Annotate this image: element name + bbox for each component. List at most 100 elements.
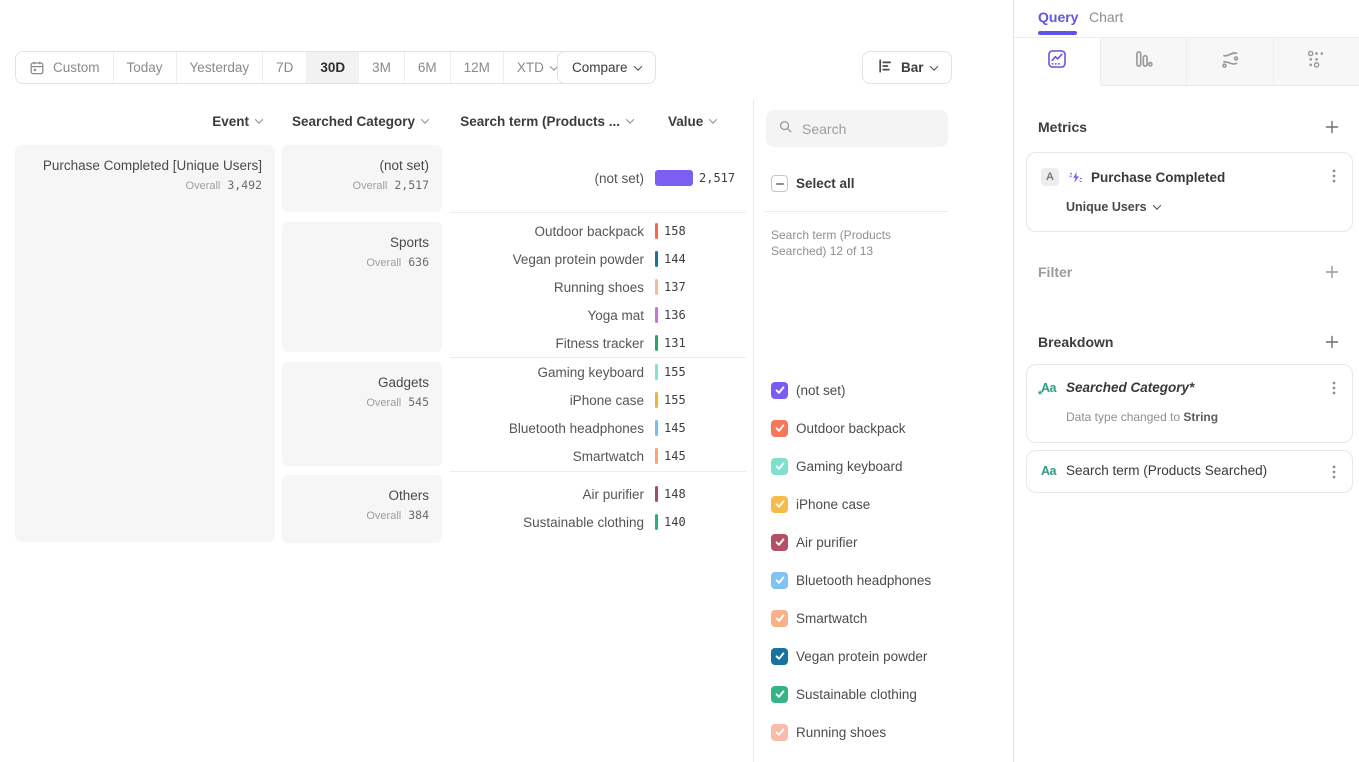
search-term-row[interactable]: Gaming keyboard 155 bbox=[450, 358, 746, 386]
segment-checkbox-item[interactable]: Sustainable clothing bbox=[771, 675, 931, 713]
search-term-row[interactable]: Outdoor backpack 158 bbox=[450, 217, 746, 245]
segment-checkbox-item[interactable]: Bluetooth headphones bbox=[771, 561, 931, 599]
segment-checkbox-item[interactable]: Running shoes bbox=[771, 713, 931, 751]
search-term-row[interactable]: Smartwatch 145 bbox=[450, 442, 746, 470]
segment-label: (not set) bbox=[796, 382, 846, 398]
date-range-xtd[interactable]: XTD bbox=[502, 52, 570, 83]
value-bar bbox=[655, 486, 658, 502]
tab-retention[interactable] bbox=[1273, 38, 1359, 86]
checkbox-checked[interactable] bbox=[771, 571, 788, 589]
term-label: Air purifier bbox=[582, 486, 644, 502]
segment-label: Running shoes bbox=[796, 724, 887, 740]
tab-chart[interactable]: Chart bbox=[1089, 9, 1124, 25]
breakdown-title: Searched Category* bbox=[1066, 380, 1195, 395]
term-value: 144 bbox=[664, 252, 686, 266]
term-value: 137 bbox=[664, 280, 686, 294]
value-bar bbox=[655, 364, 658, 380]
metric-options-kebab-icon[interactable] bbox=[1329, 168, 1339, 184]
category-name: (not set) bbox=[379, 158, 429, 173]
category-cell[interactable]: Others Overall 384 bbox=[282, 475, 442, 543]
checkbox-checked[interactable] bbox=[771, 723, 788, 741]
segment-group-label: Search term (Products Searched) 12 of 13 bbox=[771, 228, 892, 258]
measure-selector[interactable]: Unique Users bbox=[1066, 200, 1161, 214]
search-term-row[interactable]: iPhone case 155 bbox=[450, 386, 746, 414]
segment-checkbox-item[interactable]: Vegan protein powder bbox=[771, 637, 931, 675]
search-term-row[interactable]: Vegan protein powder 144 bbox=[450, 245, 746, 273]
checkbox-checked[interactable] bbox=[771, 495, 788, 513]
term-label: Sustainable clothing bbox=[523, 514, 644, 530]
checkbox-checked[interactable] bbox=[771, 419, 788, 437]
segment-checkbox-item[interactable]: Outdoor backpack bbox=[771, 409, 931, 447]
term-section: Gaming keyboard 155 iPhone case 155 Bluetoot… bbox=[450, 357, 746, 471]
date-range-3m[interactable]: 3M bbox=[358, 52, 404, 83]
date-range-yesterday[interactable]: Yesterday bbox=[175, 52, 263, 83]
value-bar bbox=[655, 514, 658, 530]
event-spark-icon bbox=[1068, 170, 1083, 185]
segment-checkbox-item[interactable]: Air purifier bbox=[771, 523, 931, 561]
segment-label: Bluetooth headphones bbox=[796, 572, 932, 588]
add-breakdown-button[interactable] bbox=[1324, 334, 1340, 350]
term-value: 136 bbox=[664, 308, 686, 322]
select-all-checkbox[interactable] bbox=[771, 175, 788, 192]
column-header-event[interactable]: Event bbox=[15, 111, 264, 131]
search-term-row[interactable]: Fitness tracker 131 bbox=[450, 329, 746, 357]
compare-button[interactable]: Compare bbox=[557, 51, 656, 84]
category-cell[interactable]: Sports Overall 636 bbox=[282, 222, 442, 352]
segment-checkbox-item[interactable]: Yoga mat bbox=[771, 751, 931, 762]
checkbox-checked[interactable] bbox=[771, 685, 788, 703]
category-cell[interactable]: (not set) Overall 2,517 bbox=[282, 145, 442, 212]
checkbox-checked[interactable] bbox=[771, 533, 788, 551]
search-term-row[interactable]: Air purifier 148 bbox=[450, 480, 746, 508]
search-input[interactable] bbox=[802, 120, 932, 137]
tab-flows[interactable] bbox=[1187, 38, 1274, 86]
term-label: Fitness tracker bbox=[555, 335, 644, 351]
date-range-30d[interactable]: 30D bbox=[306, 52, 359, 83]
category-name: Sports bbox=[389, 235, 429, 250]
segment-checkbox-item[interactable]: iPhone case bbox=[771, 485, 931, 523]
add-metric-button[interactable] bbox=[1324, 119, 1340, 135]
breakdown-card-searched-category[interactable]: Aa * Searched Category* Data type changed… bbox=[1026, 364, 1353, 443]
breakdown-options-kebab-icon[interactable] bbox=[1329, 380, 1339, 396]
tab-query[interactable]: Query bbox=[1038, 9, 1079, 25]
checkbox-checked[interactable] bbox=[771, 457, 788, 475]
term-label: iPhone case bbox=[569, 392, 644, 408]
term-label: Gaming keyboard bbox=[537, 364, 644, 380]
breakdown-card-search-term[interactable]: Aa Search term (Products Searched) bbox=[1026, 450, 1353, 493]
search-term-row[interactable]: Running shoes 137 bbox=[450, 273, 746, 301]
category-cell[interactable]: Gadgets Overall 545 bbox=[282, 362, 442, 466]
search-icon bbox=[778, 119, 793, 139]
search-term-row[interactable]: (not set) 2,517 bbox=[450, 164, 746, 192]
checkbox-checked[interactable] bbox=[771, 647, 788, 665]
search-box[interactable] bbox=[766, 110, 948, 147]
segment-label: Gaming keyboard bbox=[796, 458, 903, 474]
value-bar bbox=[655, 251, 658, 267]
date-range-custom[interactable]: Custom bbox=[16, 52, 113, 83]
segment-checkbox-item[interactable]: Smartwatch bbox=[771, 599, 931, 637]
column-header-value[interactable]: Value bbox=[668, 111, 738, 131]
segment-checkbox-item[interactable]: (not set) bbox=[771, 371, 931, 409]
segment-checkbox-item[interactable]: Gaming keyboard bbox=[771, 447, 931, 485]
value-bar bbox=[655, 307, 658, 323]
tab-insights[interactable] bbox=[1014, 38, 1101, 86]
search-term-row[interactable]: Bluetooth headphones 145 bbox=[450, 414, 746, 442]
chart-style-selector[interactable]: Bar bbox=[862, 51, 952, 84]
column-header-search-term[interactable]: Search term (Products ... bbox=[450, 111, 635, 131]
select-all-row[interactable]: Select all bbox=[771, 175, 855, 192]
metric-card[interactable]: A Purchase Completed Unique Users bbox=[1026, 152, 1353, 232]
search-term-row[interactable]: Sustainable clothing 140 bbox=[450, 508, 746, 536]
date-range-12m[interactable]: 12M bbox=[449, 52, 503, 83]
term-value: 140 bbox=[664, 515, 686, 529]
column-header-searched-category[interactable]: Searched Category bbox=[282, 111, 430, 131]
checkbox-checked[interactable] bbox=[771, 609, 788, 627]
event-cell[interactable]: Purchase Completed [Unique Users] Overal… bbox=[15, 145, 275, 542]
filter-heading: Filter bbox=[1038, 264, 1073, 280]
search-term-row[interactable]: Yoga mat 136 bbox=[450, 301, 746, 329]
breakdown-options-kebab-icon[interactable] bbox=[1329, 464, 1339, 480]
add-filter-button[interactable] bbox=[1324, 264, 1340, 280]
checkbox-checked[interactable] bbox=[771, 381, 788, 399]
date-range-today[interactable]: Today bbox=[112, 52, 176, 83]
date-range-7d[interactable]: 7D bbox=[262, 52, 306, 83]
date-range-6m[interactable]: 6M bbox=[403, 52, 450, 83]
term-label: Vegan protein powder bbox=[512, 251, 644, 267]
tab-funnels[interactable] bbox=[1100, 38, 1187, 86]
